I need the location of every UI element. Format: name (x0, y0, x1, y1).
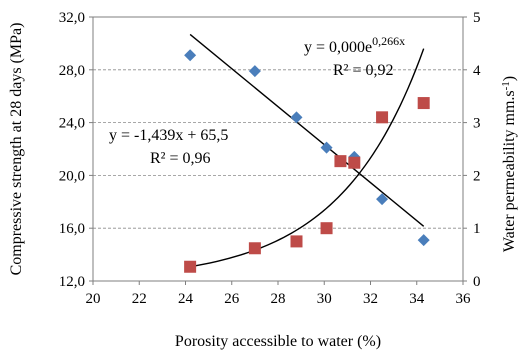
data-marks (184, 49, 430, 273)
y-left-tick-label: 16,0 (59, 221, 85, 237)
y-axis-right: 0 1 2 3 4 5 (463, 10, 481, 290)
y-axis-right-title-main: Water permeability mm.s (501, 90, 518, 252)
x-tick-label: 32 (363, 291, 378, 307)
x-tick-label: 22 (132, 291, 147, 307)
strength-point (248, 65, 261, 78)
x-tick-label: 30 (317, 291, 332, 307)
x-axis-title: Porosity accessible to water (%) (175, 333, 381, 350)
y-axis-left: 12,0 16,0 20,0 24,0 28,0 32,0 (59, 10, 93, 290)
y-axis-right-title: Water permeability mm.s-1) (500, 76, 518, 252)
x-tick-label: 26 (224, 291, 240, 307)
permeability-point (376, 111, 389, 124)
strength-point (417, 234, 430, 247)
y-right-tick-label: 4 (473, 63, 481, 79)
x-axis: 20 22 24 26 28 30 32 34 36 (86, 281, 472, 307)
permeability-point (334, 155, 347, 168)
y-axis-right-title-close: ) (501, 76, 518, 81)
exp-equation-exponent: 0,266x (372, 34, 405, 48)
x-tick-label: 34 (409, 291, 425, 307)
trendlines (189, 33, 425, 268)
permeability-point (184, 260, 197, 273)
permeability-point (320, 222, 333, 235)
y-left-tick-label: 28,0 (59, 63, 85, 79)
permeability-point (417, 97, 430, 110)
linear-equation: y = -1,439x + 65,5 (109, 127, 228, 144)
strength-point (320, 141, 333, 154)
exp-equation: y = 0,000e0,266x (304, 34, 405, 56)
exp-r-squared: R² = 0,92 (333, 62, 394, 79)
y-axis-left-title: Compressive strength at 28 days (MPa) (8, 23, 25, 276)
y-right-tick-label: 2 (473, 168, 481, 184)
x-tick-label: 20 (86, 291, 101, 307)
x-tick-label: 36 (456, 291, 472, 307)
strength-point (290, 111, 303, 124)
gridlines (93, 69, 463, 229)
y-right-tick-label: 1 (473, 221, 481, 237)
x-tick-label: 24 (178, 291, 194, 307)
y-right-tick-label: 3 (473, 116, 481, 132)
y-left-tick-label: 12,0 (59, 274, 85, 290)
permeability-point (290, 235, 303, 248)
y-left-tick-label: 20,0 (59, 168, 85, 184)
permeability-point (248, 242, 261, 255)
strength-point (184, 49, 197, 62)
strength-point (376, 193, 389, 206)
y-left-tick-label: 32,0 (59, 10, 85, 26)
y-left-tick-label: 24,0 (59, 116, 85, 132)
permeability-point (348, 156, 361, 169)
y-axis-right-title-sup: -1 (500, 81, 512, 90)
x-tick-label: 28 (271, 291, 286, 307)
y-right-tick-label: 5 (473, 10, 481, 26)
linear-trendline (189, 33, 425, 227)
exponential-trendline (190, 48, 425, 268)
linear-r-squared: R² = 0,96 (150, 150, 211, 167)
y-right-tick-label: 0 (473, 274, 481, 290)
exp-equation-main: y = 0,000e (304, 39, 372, 56)
